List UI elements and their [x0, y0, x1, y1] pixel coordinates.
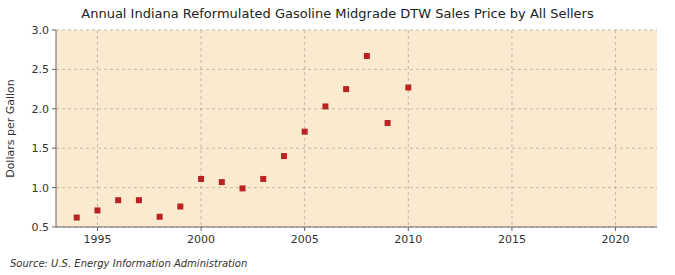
grid-line	[615, 30, 616, 227]
tick-label: 2.5	[32, 63, 50, 76]
grid-line	[56, 69, 657, 70]
y-axis-label: Dollars per Gallon	[4, 79, 17, 178]
tick-label: 1995	[83, 233, 111, 246]
point	[94, 207, 100, 213]
tick-mark	[52, 108, 56, 109]
grid-line	[511, 30, 512, 227]
point	[364, 53, 370, 59]
grid-line	[56, 227, 657, 228]
points	[74, 53, 412, 221]
grid-line	[97, 30, 98, 227]
tick-mark	[97, 227, 98, 231]
tick-mark	[615, 227, 616, 231]
grid-line	[201, 30, 202, 227]
grid-line	[304, 30, 305, 227]
tick-label: 1.0	[32, 182, 50, 195]
tick-mark	[304, 227, 305, 231]
point	[281, 153, 287, 159]
grid	[56, 30, 657, 227]
tick-mark	[52, 69, 56, 70]
tick-label: 3.0	[32, 24, 50, 37]
point	[240, 185, 246, 191]
plot-area	[56, 30, 657, 227]
y-axis-line	[56, 30, 57, 227]
tick-mark	[52, 187, 56, 188]
point	[198, 176, 204, 182]
point	[322, 103, 328, 109]
point	[343, 86, 349, 92]
point	[260, 176, 266, 182]
tick-label: 2015	[498, 233, 526, 246]
point	[219, 179, 225, 185]
grid-line	[56, 108, 657, 109]
point	[302, 129, 308, 135]
tick-label: 2000	[187, 233, 215, 246]
chart: 1995 2000 2005 2010 2015 2020 0.5 1.0 1.5 2.0 2.5 3…	[0, 0, 675, 275]
tick-label: 2005	[291, 233, 319, 246]
grid-line	[56, 30, 657, 31]
background	[0, 0, 675, 275]
tick-mark	[511, 227, 512, 231]
point	[157, 214, 163, 220]
tick-label: 1.5	[32, 142, 50, 155]
point	[385, 120, 391, 126]
tick-mark	[52, 30, 56, 31]
point	[115, 197, 121, 203]
source-note: Source: U.S. Energy Information Administ…	[10, 258, 247, 269]
point	[136, 197, 142, 203]
x-axis-line	[56, 227, 657, 228]
tick-mark	[201, 227, 202, 231]
point	[405, 85, 411, 91]
title: Annual Indiana Reformulated Gasoline Mid…	[81, 6, 594, 21]
tick-mark	[52, 148, 56, 149]
tick-label: 2.0	[32, 103, 50, 116]
grid-line	[408, 30, 409, 227]
tick-label: 2010	[394, 233, 422, 246]
tick-label: 0.5	[32, 221, 50, 234]
axes: 1995 2000 2005 2010 2015 2020 0.5 1.0 1.5 2.0 2.5 3…	[32, 24, 658, 246]
point	[177, 204, 183, 210]
tick-mark	[408, 227, 409, 231]
tick-label: 2020	[602, 233, 630, 246]
grid-line	[56, 148, 657, 149]
grid-line	[56, 187, 657, 188]
tick-mark	[52, 227, 56, 228]
point	[74, 215, 80, 221]
